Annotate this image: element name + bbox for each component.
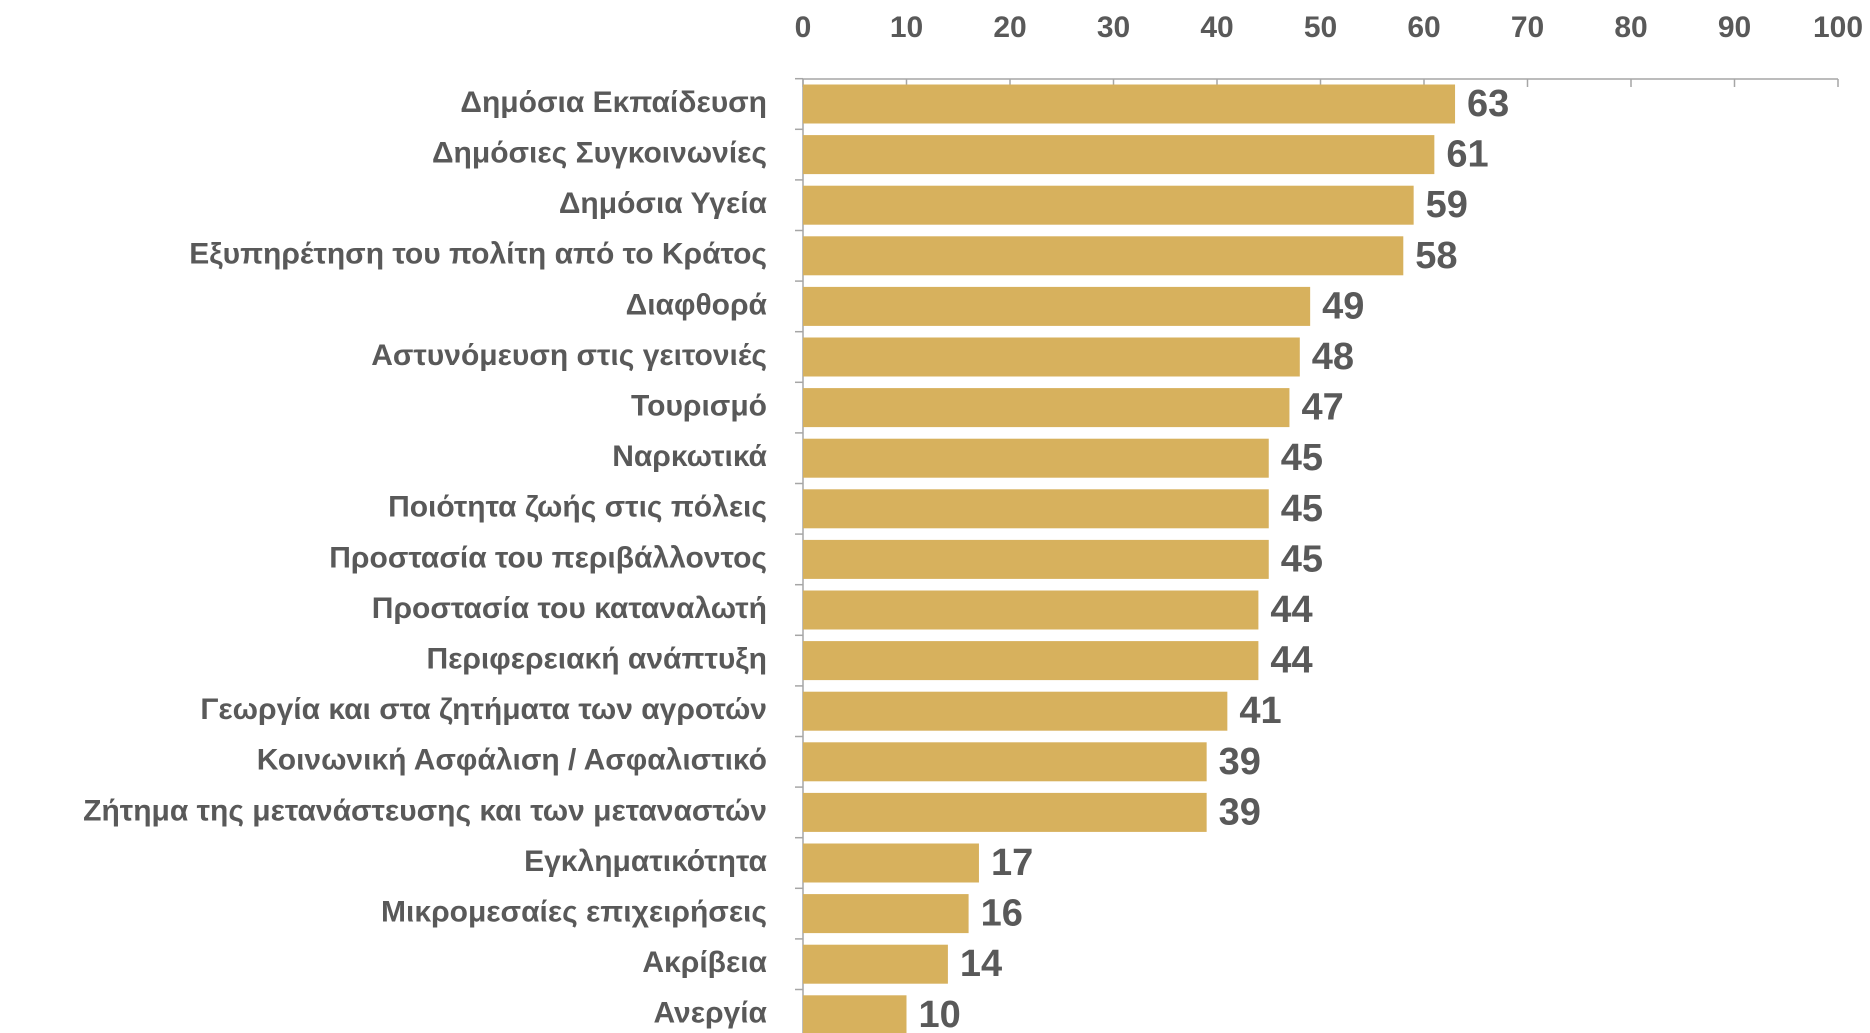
bar bbox=[803, 590, 1259, 630]
x-tick-label: 20 bbox=[993, 11, 1026, 44]
category-label: Κοινωνική Ασφάλιση / Ασφαλιστικό bbox=[257, 744, 767, 777]
x-tick-label: 40 bbox=[1200, 11, 1233, 44]
bar bbox=[803, 944, 948, 984]
x-tick-label: 100 bbox=[1813, 11, 1863, 44]
category-label: Δημόσια Εκπαίδευση bbox=[460, 86, 767, 119]
category-label: Αστυνόμευση στις γειτονιές bbox=[371, 339, 767, 372]
bar bbox=[803, 843, 979, 883]
x-tick-label: 10 bbox=[890, 11, 923, 44]
bar bbox=[803, 691, 1228, 731]
value-label: 14 bbox=[960, 943, 1002, 985]
category-label: Ανεργία bbox=[654, 997, 768, 1030]
bar bbox=[803, 388, 1290, 428]
bar bbox=[803, 641, 1259, 681]
category-label: Εγκληματικότητα bbox=[524, 845, 767, 878]
value-label: 17 bbox=[991, 842, 1033, 884]
x-tick-label: 70 bbox=[1511, 11, 1544, 44]
category-label: Ζήτημα της μετανάστευσης και των μετανασ… bbox=[83, 794, 767, 827]
category-label: Εξυπηρέτηση του πολίτη από το Κράτος bbox=[189, 238, 767, 271]
value-label: 44 bbox=[1270, 589, 1312, 631]
category-label: Γεωργία και στα ζητήματα των αγροτών bbox=[200, 693, 767, 726]
category-label: Μικρομεσαίες επιχειρήσεις bbox=[381, 896, 767, 929]
x-tick-label: 90 bbox=[1718, 11, 1751, 44]
x-tick-label: 80 bbox=[1614, 11, 1647, 44]
bar bbox=[803, 236, 1404, 276]
bar bbox=[803, 995, 907, 1033]
value-label: 48 bbox=[1312, 336, 1354, 378]
value-label: 45 bbox=[1281, 538, 1323, 580]
value-label: 63 bbox=[1467, 83, 1509, 125]
value-label: 45 bbox=[1281, 488, 1323, 530]
value-label: 58 bbox=[1415, 235, 1457, 277]
x-tick-label: 0 bbox=[795, 11, 812, 44]
value-label: 39 bbox=[1219, 741, 1261, 783]
category-label: Περιφερειακή ανάπτυξη bbox=[426, 643, 767, 676]
value-label: 45 bbox=[1281, 437, 1323, 479]
value-label: 44 bbox=[1270, 640, 1312, 682]
bar bbox=[803, 489, 1269, 529]
bar bbox=[803, 894, 969, 934]
x-tick-label: 50 bbox=[1304, 11, 1337, 44]
bar bbox=[803, 286, 1311, 326]
bar bbox=[803, 185, 1414, 225]
bar bbox=[803, 84, 1456, 124]
bar bbox=[803, 792, 1207, 832]
bar bbox=[803, 135, 1435, 175]
category-label: Δημόσια Υγεία bbox=[559, 187, 768, 220]
category-label: Ακρίβεια bbox=[642, 946, 767, 979]
category-label: Ποιότητα ζωής στις πόλεις bbox=[388, 491, 767, 524]
x-tick-label: 30 bbox=[1097, 11, 1130, 44]
x-tick-label: 60 bbox=[1407, 11, 1440, 44]
value-label: 47 bbox=[1301, 387, 1343, 429]
value-label: 61 bbox=[1446, 134, 1488, 176]
bar bbox=[803, 337, 1300, 377]
category-label: Προστασία του περιβάλλοντος bbox=[329, 541, 767, 574]
bar bbox=[803, 742, 1207, 782]
bar bbox=[803, 539, 1269, 579]
category-label: Προστασία του καταναλωτή bbox=[372, 592, 767, 625]
value-label: 49 bbox=[1322, 285, 1364, 327]
category-label: Διαφθορά bbox=[626, 288, 768, 321]
value-label: 41 bbox=[1239, 690, 1281, 732]
category-label: Τουρισμό bbox=[631, 390, 767, 423]
value-label: 59 bbox=[1426, 184, 1468, 226]
bar bbox=[803, 438, 1269, 478]
value-label: 16 bbox=[981, 893, 1023, 935]
category-label: Δημόσιες Συγκοινωνίες bbox=[432, 137, 767, 170]
category-label: Ναρκωτικά bbox=[612, 440, 767, 473]
value-label: 10 bbox=[919, 994, 961, 1033]
value-label: 39 bbox=[1219, 791, 1261, 833]
